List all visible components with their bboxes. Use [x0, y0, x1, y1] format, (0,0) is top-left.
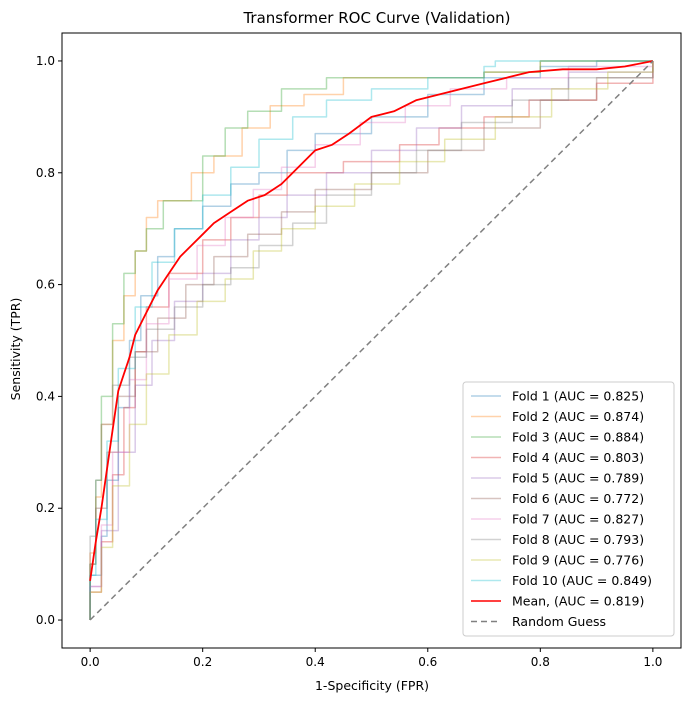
fold-roc-line-3 [89, 60, 653, 620]
x-axis: 0.0 0.2 0.4 0.6 0.8 1.0 [81, 648, 662, 669]
y-tick-label: 0.6 [36, 278, 55, 292]
y-tick-label: 1.0 [36, 54, 55, 68]
y-tick-label: 0.2 [36, 501, 55, 515]
legend-entry: Fold 4 (AUC = 0.803) [512, 450, 644, 465]
x-tick-label: 0.8 [531, 655, 550, 669]
y-tick-label: 0.8 [36, 166, 55, 180]
fold-roc-line-9 [89, 61, 654, 620]
legend-entry: Random Guess [512, 614, 606, 629]
y-axis-label: Sensitivity (TPR) [8, 298, 23, 401]
series-layer [89, 60, 654, 621]
legend-entry: Fold 10 (AUC = 0.849) [512, 573, 652, 588]
random-guess-line [89, 60, 654, 621]
fold-roc-line-1 [89, 60, 653, 620]
axes-frame [61, 32, 682, 649]
legend-entry: Mean, (AUC = 0.819) [512, 594, 644, 609]
fold-roc-line-2 [89, 60, 653, 620]
mean-roc-line [89, 60, 654, 582]
x-tick-label: 0.2 [193, 655, 212, 669]
legend-entry: Fold 6 (AUC = 0.772) [512, 491, 644, 506]
x-tick-label: 0.0 [81, 655, 100, 669]
plot-area [89, 60, 654, 621]
x-axis-label: 1-Specificity (FPR) [315, 678, 429, 693]
legend-entry: Fold 3 (AUC = 0.884) [512, 430, 644, 445]
x-tick-label: 0.6 [418, 655, 437, 669]
legend-entry: Fold 1 (AUC = 0.825) [512, 389, 644, 404]
legend-box [462, 381, 675, 637]
legend-entry: Fold 8 (AUC = 0.793) [512, 532, 644, 547]
fold-roc-line-7 [89, 61, 654, 620]
y-axis: 0.0 0.2 0.4 0.6 0.8 1.0 [36, 54, 62, 627]
fold-roc-line-8 [89, 61, 654, 620]
fold-roc-line-6 [89, 61, 654, 620]
x-tick-label: 1.0 [643, 655, 662, 669]
legend-entry: Fold 2 (AUC = 0.874) [512, 409, 644, 424]
legend: Fold 1 (AUC = 0.825) Fold 2 (AUC = 0.874)… [462, 381, 675, 637]
fold-roc-line-4 [89, 61, 654, 620]
legend-entry: Fold 7 (AUC = 0.827) [512, 512, 644, 527]
y-tick-label: 0.0 [36, 613, 55, 627]
legend-entry: Fold 5 (AUC = 0.789) [512, 471, 644, 486]
chart-title: Transformer ROC Curve (Validation) [242, 9, 510, 27]
legend-entry: Fold 9 (AUC = 0.776) [512, 553, 644, 568]
fold-roc-line-5 [89, 61, 654, 620]
x-tick-label: 0.4 [306, 655, 325, 669]
y-tick-label: 0.4 [36, 389, 55, 403]
